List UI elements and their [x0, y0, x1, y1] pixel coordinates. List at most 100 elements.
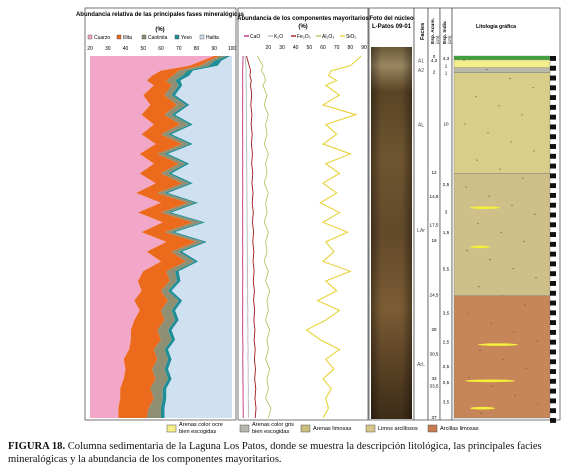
scale-tick: [550, 212, 556, 218]
depth-label: 19: [431, 238, 437, 243]
components-x-ticks: 20 30 40 50 60 70 80 90: [266, 45, 367, 51]
core-photo-shading: [371, 47, 412, 419]
depth-label: 0: [433, 54, 436, 59]
lithology-layer-arena_gris: [453, 67, 551, 73]
thickness-header-2: (cm): [447, 35, 452, 44]
thickness-label: 1: [445, 71, 448, 76]
legend-label-halita: Halita: [206, 35, 219, 41]
legend-text: Arenas color gris: [252, 422, 294, 428]
x-tick-label: 30: [105, 46, 111, 52]
depth-label: 2: [433, 70, 436, 75]
thickness-header-1: Esp. Indiv.: [442, 20, 448, 44]
thickness-label: 3,5: [443, 399, 450, 404]
facies-column: Facies A1 A2 AL LAr ArL: [413, 7, 429, 421]
scale-tick: [550, 144, 556, 149]
scale-tick: [550, 271, 556, 277]
thickness-label: 4,3: [443, 56, 450, 61]
legend-swatch: [365, 424, 376, 433]
depth-label: 30,5: [430, 351, 439, 356]
scale-tick: [550, 369, 556, 374]
line-k2o: [244, 55, 249, 419]
lithology-dot: [511, 204, 513, 206]
lithology-dot: [487, 132, 489, 134]
lithology-layer-arena_ocre: [453, 59, 551, 68]
scale-tick: [550, 300, 556, 306]
mineralogy-unit: (%): [155, 27, 164, 33]
legend-text: Arenas limosas: [313, 426, 351, 432]
area-cuarzo: [90, 56, 215, 418]
lithology-layers: [453, 55, 551, 419]
x-tick-label: 90: [361, 45, 367, 51]
components-frame: [237, 7, 369, 421]
x-tick-label: 90: [211, 46, 217, 52]
x-tick-label: 20: [87, 46, 93, 52]
thickness-labels: 4,3 1 1 10 2,5 3 1,5 5,5 3,5 2,5 2,5 0,5 3,5: [443, 56, 450, 404]
legend-label-2: Fe₂O₃: [297, 34, 311, 40]
scale-tick: [550, 378, 556, 384]
x-tick-label: 60: [158, 46, 164, 52]
legend-swatch-halita: [199, 34, 205, 40]
legend-text: Arenas color ocre: [179, 422, 223, 428]
legend-text: bien escogidas: [252, 429, 290, 435]
legend-swatch-cuarzo: [87, 34, 93, 40]
lithology-dot: [468, 376, 470, 378]
lithology-dot: [521, 114, 523, 116]
depth-labels: 04,3 2 12 14,5 17,5 19 24,5 28 30,5 33 33,5 37: [430, 54, 439, 420]
scale-tick: [550, 281, 556, 286]
x-tick-label: 30: [279, 45, 285, 51]
components-unit: (%): [298, 24, 307, 30]
lithology-dot: [479, 349, 481, 351]
scale-tick: [550, 329, 556, 335]
thickness-label: 3: [445, 210, 448, 215]
scale-tick: [550, 251, 556, 257]
lithology-dot: [500, 231, 502, 234]
scale-tick: [550, 153, 556, 159]
thickness-column: Esp. Indiv. (cm) 4,3 1 1 10 2,5 3 1,5 5,5 3,5 2,5…: [439, 7, 453, 421]
thickness-label: 1: [445, 63, 448, 68]
photo-title-1: Foto del núcleo: [369, 16, 414, 22]
mineralogy-areas: [90, 56, 232, 418]
lithology-dot: [466, 249, 468, 252]
lithology-lens: [470, 406, 495, 410]
thickness-label: 2,5: [443, 364, 450, 369]
lithology-lens: [478, 343, 518, 346]
legend-label-4: SiO₂: [346, 34, 356, 40]
legend-swatch: [166, 424, 177, 433]
scale-tick: [550, 183, 556, 189]
legend-swatch-caolinita: [141, 34, 147, 40]
lithology-column: Litología gráfica: [451, 7, 561, 423]
scale-tick: [550, 261, 556, 267]
area-yeso: [161, 56, 231, 418]
depth-header-2: (cm): [435, 35, 440, 44]
area-illita: [118, 56, 220, 418]
scale-tick: [550, 310, 556, 316]
lithology-lens: [465, 379, 515, 383]
scale-tick: [550, 398, 556, 404]
scale-tick: [550, 75, 556, 81]
thickness-label: 5,5: [443, 266, 450, 271]
scale-tick: [550, 134, 556, 140]
x-tick-label: 80: [348, 45, 354, 51]
line-cao: [242, 55, 244, 418]
line-al2o3: [257, 55, 272, 419]
lithology-dot: [535, 277, 537, 279]
lithology-lens: [470, 206, 500, 209]
facies-label: ArL: [417, 362, 425, 368]
depth-label: 17,5: [430, 222, 439, 227]
legend-swatch-yeso: [174, 34, 180, 40]
x-tick-label: 60: [320, 45, 326, 51]
lithology-dot: [536, 340, 538, 342]
lithology-dot: [491, 385, 493, 387]
scale-tick: [550, 163, 556, 169]
x-tick-label: 50: [140, 46, 146, 52]
legend-label-cuarzo: Cuarzo: [94, 35, 110, 41]
scale-tick: [550, 359, 556, 365]
scale-tick: [550, 349, 556, 355]
lithology-scale-ticks: [550, 56, 556, 423]
depth-label: 33,5: [430, 384, 439, 389]
core-photo-panel: Foto del núcleo L-Patos 09-01: [368, 7, 415, 421]
lithology-dot: [480, 412, 482, 415]
legend-text: Limos arcillosos: [378, 426, 418, 432]
x-tick-label: 20: [266, 45, 272, 51]
